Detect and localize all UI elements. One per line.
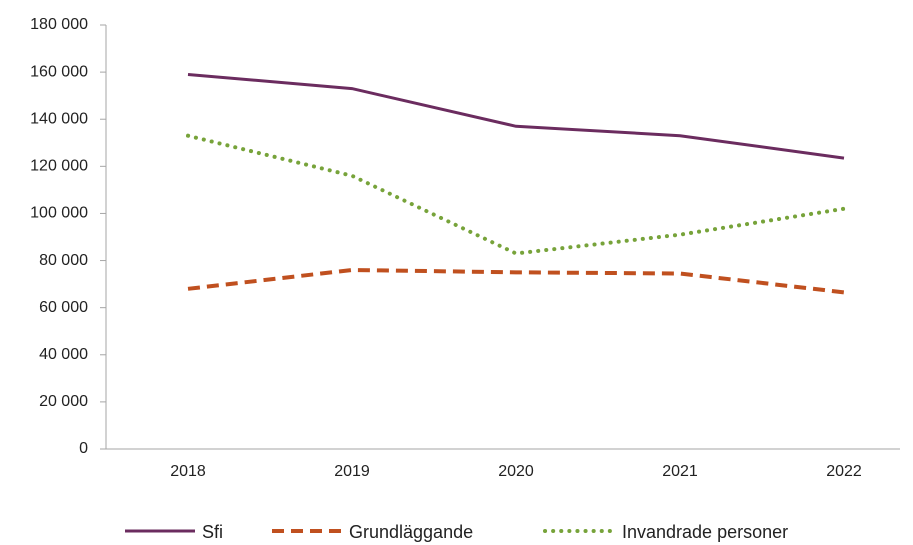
series-line	[186, 133, 846, 256]
x-tick-label: 2021	[662, 463, 698, 480]
y-tick-label: 60 000	[39, 299, 88, 316]
x-tick-label: 2022	[826, 463, 862, 480]
legend-label: Grundläggande	[349, 522, 473, 542]
x-tick-label: 2019	[334, 463, 370, 480]
y-tick-label: 80 000	[39, 252, 88, 269]
y-tick-label: 140 000	[30, 110, 88, 127]
x-tick-label: 2020	[498, 463, 534, 480]
x-tick-label: 2018	[170, 463, 206, 480]
y-tick-label: 120 000	[30, 158, 88, 175]
y-tick-label: 180 000	[30, 16, 88, 33]
y-tick-label: 0	[79, 440, 88, 457]
y-tick-label: 160 000	[30, 63, 88, 80]
series-line	[187, 72, 845, 160]
series-line	[187, 267, 845, 295]
y-tick-label: 20 000	[39, 393, 88, 410]
y-tick-label: 40 000	[39, 346, 88, 363]
legend-label: Sfi	[202, 522, 223, 542]
y-tick-label: 100 000	[30, 205, 88, 222]
legend-label: Invandrade personer	[622, 522, 788, 542]
